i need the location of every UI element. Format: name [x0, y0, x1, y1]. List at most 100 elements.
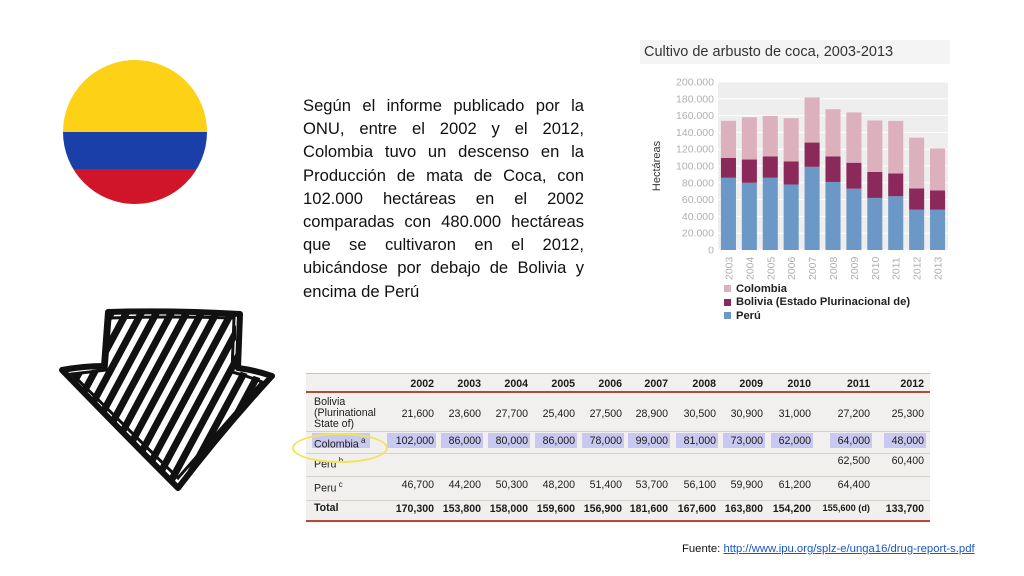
table-cell: 99,000	[635, 435, 668, 447]
table-header-year: 2003	[457, 378, 481, 390]
cell-highlight	[675, 433, 718, 448]
table-header-year: 2007	[644, 378, 668, 390]
table-cell: 181,600	[629, 503, 668, 515]
footnote-marker: c	[336, 480, 343, 489]
y-tick-label: 180.000	[676, 93, 714, 105]
bar-segment	[888, 173, 904, 197]
y-tick-label: 100.000	[676, 161, 714, 173]
table-row-divider	[306, 431, 930, 432]
table-cell: 28,900	[635, 408, 668, 420]
table-cell: 48,200	[542, 479, 575, 491]
y-tick-label: 40.000	[682, 211, 714, 223]
table-cell: 73,000	[730, 435, 763, 447]
arrow-hatch-stroke	[44, 308, 54, 494]
table-header-rule	[306, 391, 930, 393]
table-row-divider	[306, 476, 930, 477]
table-cell: 59,900	[730, 479, 763, 491]
table-cell: 80,000	[495, 435, 528, 447]
table-cell: 64,400	[837, 479, 870, 491]
flag-yellow-band	[63, 60, 207, 132]
arrow-hatch-stroke	[250, 314, 266, 484]
table-cell: 25,300	[891, 408, 924, 420]
bar-segment	[783, 184, 799, 250]
bar-segment	[762, 177, 778, 250]
bar-segment	[762, 156, 778, 178]
table-cell: 51,400	[589, 479, 622, 491]
table-row-label: Bolivia (Plurinational State of)	[314, 397, 376, 430]
table-header-year: 2006	[598, 378, 622, 390]
bar-segment	[888, 196, 904, 250]
y-tick-label: 120.000	[676, 144, 714, 156]
table-cell: 50,300	[495, 479, 528, 491]
legend-item: Perú	[724, 309, 910, 323]
table-cell: 170,300	[395, 503, 434, 515]
source-label: Fuente:	[682, 543, 721, 555]
y-tick-label: 80.000	[682, 177, 714, 189]
table-cell: 44,200	[448, 479, 481, 491]
table-cell: 78,000	[589, 435, 622, 447]
colombia-flag	[63, 60, 207, 204]
table-header-year: 2010	[787, 378, 811, 390]
chart-plot: 0 20.000 40.000 60.000 80.000 100.000 120.000 1…	[651, 77, 948, 280]
cell-highlight	[487, 433, 530, 448]
table-row-label-line: Peru c	[314, 480, 343, 495]
bar-segment	[930, 209, 946, 250]
table-cell: 159,600	[536, 503, 575, 515]
table-cell: 81,000	[683, 435, 716, 447]
table-cell: 53,700	[635, 479, 668, 491]
y-tick-label: 140.000	[676, 127, 714, 139]
table-cell: 167,600	[677, 503, 716, 515]
table-cell: 133,700	[885, 503, 924, 515]
table-cell: 30,500	[683, 408, 716, 420]
table-row-label-line: (Plurinational	[314, 407, 376, 419]
table-cell: 31,000	[778, 408, 811, 420]
bar-segment	[741, 117, 757, 160]
table-cell: 23,600	[448, 408, 481, 420]
bar-segment	[846, 162, 862, 189]
table-cell: 156,900	[583, 503, 622, 515]
table-cell: 27,700	[495, 408, 528, 420]
arrow-hatch-stroke	[265, 314, 266, 484]
source-line: Fuente: http://www.ipu.org/splz-e/unga16…	[682, 543, 975, 555]
table-cell: 48,000	[891, 435, 924, 447]
x-tick-label: 2010	[870, 256, 882, 280]
legend-label: Bolivia (Estado Plurinacional de)	[736, 296, 911, 309]
bar-segment	[867, 171, 883, 198]
cell-highlight	[581, 433, 624, 448]
legend-item: Bolivia (Estado Plurinacional de)	[724, 296, 910, 310]
arrow-hatch-stroke	[115, 314, 223, 484]
table-cell: 154,200	[772, 503, 811, 515]
table-cell: 27,500	[589, 408, 622, 420]
legend-item: Colombia	[724, 282, 910, 296]
cell-highlight	[883, 433, 926, 448]
x-tick-label: 2008	[828, 256, 840, 280]
table-cell: 21,600	[401, 408, 434, 420]
chart-title: Cultivo de arbusto de coca, 2003-2013	[644, 44, 894, 60]
legend-swatch	[724, 298, 731, 306]
x-tick-label: 2003	[723, 256, 735, 280]
bar-segment	[909, 209, 925, 250]
table-cell: 46,700	[401, 479, 434, 491]
table-cell: 61,200	[778, 479, 811, 491]
table-row-label-line: State of)	[314, 418, 355, 430]
arrow-hatch-stroke	[66, 314, 88, 484]
bar-segment	[909, 188, 925, 210]
bar-segment	[825, 156, 841, 182]
table-row-label: Peru c	[314, 479, 343, 495]
table-header-year: 2008	[692, 378, 716, 390]
source-link[interactable]: http://www.ipu.org/splz-e/unga16/drug-re…	[723, 543, 975, 555]
flag-red-band	[63, 169, 207, 204]
table-cell: 158,000	[489, 503, 528, 515]
table-bottom-rule	[306, 520, 930, 522]
table-row-label: Total	[314, 503, 339, 514]
cell-highlight	[722, 433, 765, 448]
bar-segment	[741, 182, 757, 250]
table-header-year: 2005	[551, 378, 575, 390]
cell-highlight	[387, 433, 436, 448]
table-cell: 62,500	[837, 455, 870, 467]
down-arrow-icon	[44, 308, 275, 494]
chart-title-band	[640, 40, 950, 64]
x-tick-label: 2007	[807, 256, 819, 280]
y-tick-label: 20.000	[682, 228, 714, 240]
cell-highlight	[627, 433, 670, 448]
